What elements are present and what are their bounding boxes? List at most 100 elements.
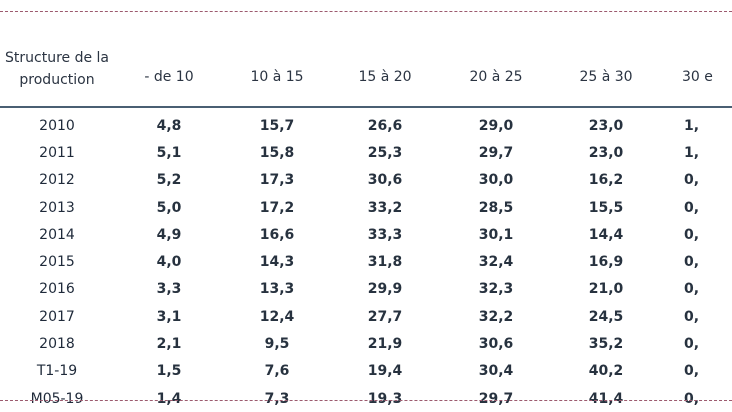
table-cell: 4,8	[156, 117, 182, 134]
table-row: M05-19 1,4 7,3 19,3 29,7 41,4 0,	[0, 385, 732, 412]
row-label: 2016	[39, 281, 75, 298]
table-cell: 2,1	[156, 336, 182, 353]
table-cell: 15,5	[588, 199, 624, 216]
table-cell: 40,2	[588, 363, 624, 380]
table-cell: 1,	[684, 117, 700, 134]
table-cell: 0,	[684, 308, 700, 325]
table-cell: 24,5	[588, 308, 624, 325]
row-label: 2013	[39, 199, 75, 216]
table-cell: 1,	[684, 144, 700, 161]
table-cell: 13,3	[259, 281, 295, 298]
row-label: 2011	[39, 144, 75, 161]
row-label: 2015	[39, 254, 75, 271]
table-cell: 5,0	[156, 199, 182, 216]
table-cell: 0,	[684, 390, 700, 407]
table-cell: 17,2	[259, 199, 295, 216]
table-cell: 32,4	[478, 254, 514, 271]
table-cell: 14,4	[588, 226, 624, 243]
production-structure-table-container: Structure de la production - de 10 10 à …	[0, 30, 732, 412]
table-cell: 15,8	[259, 144, 295, 161]
table-cell: 30,1	[478, 226, 514, 243]
table-cell: 0,	[684, 336, 700, 353]
table-cell: 21,9	[367, 336, 403, 353]
table-cell: 3,3	[156, 281, 182, 298]
table-cell: 33,3	[367, 226, 403, 243]
table-cell: 29,0	[478, 117, 514, 134]
table-cell: 41,4	[588, 390, 624, 407]
row-label: 2012	[39, 172, 75, 189]
table-cell: 30,0	[478, 172, 514, 189]
table-cell: 4,9	[156, 226, 182, 243]
table-cell: 7,6	[264, 363, 290, 380]
table-cell: 29,7	[478, 144, 514, 161]
table-cell: 0,	[684, 226, 700, 243]
header-label-line-2: production	[19, 72, 95, 88]
table-cell: 31,8	[367, 254, 403, 271]
table-cell: 16,9	[588, 254, 624, 271]
column-header: 20 à 25	[440, 30, 552, 108]
table-row: 2010 4,8 15,7 26,6 29,0 23,0 1,	[0, 107, 732, 139]
table-cell: 4,0	[156, 254, 182, 271]
table-cell: 29,9	[367, 281, 403, 298]
header-row-label: Structure de la production	[0, 30, 114, 108]
row-label: 2017	[39, 308, 75, 325]
row-label: 2014	[39, 226, 75, 243]
table-header: Structure de la production - de 10 10 à …	[0, 30, 732, 108]
top-dashed-border	[0, 11, 732, 12]
production-structure-table: Structure de la production - de 10 10 à …	[0, 30, 732, 412]
table-cell: 23,0	[588, 144, 624, 161]
table-cell: 19,4	[367, 363, 403, 380]
table-cell: 30,6	[478, 336, 514, 353]
column-header: 15 à 20	[330, 30, 440, 108]
table-row: T1-19 1,5 7,6 19,4 30,4 40,2 0,	[0, 358, 732, 385]
bottom-dashed-border	[0, 400, 732, 401]
table-cell: 0,	[684, 254, 700, 271]
table-cell: 5,2	[156, 172, 182, 189]
table-cell: 30,6	[367, 172, 403, 189]
table-cell: 26,6	[367, 117, 403, 134]
column-header: - de 10	[114, 30, 224, 108]
table-cell: 21,0	[588, 281, 624, 298]
table-cell: 32,2	[478, 308, 514, 325]
table-cell: 16,2	[588, 172, 624, 189]
table-row: 2014 4,9 16,6 33,3 30,1 14,4 0,	[0, 221, 732, 248]
table-cell: 29,7	[478, 390, 514, 407]
table-cell: 12,4	[259, 308, 295, 325]
table-cell: 27,7	[367, 308, 403, 325]
table-row: 2017 3,1 12,4 27,7 32,2 24,5 0,	[0, 303, 732, 330]
table-row: 2016 3,3 13,3 29,9 32,3 21,0 0,	[0, 276, 732, 303]
table-cell: 23,0	[588, 117, 624, 134]
table-cell: 1,4	[156, 390, 182, 407]
table-row: 2015 4,0 14,3 31,8 32,4 16,9 0,	[0, 248, 732, 275]
row-label: 2010	[39, 117, 75, 134]
table-cell: 15,7	[259, 117, 295, 134]
column-header: 30 e	[660, 30, 732, 108]
table-row: 2012 5,2 17,3 30,6 30,0 16,2 0,	[0, 167, 732, 194]
table-cell: 0,	[684, 281, 700, 298]
row-label: 2018	[39, 336, 75, 353]
table-cell: 35,2	[588, 336, 624, 353]
row-label: T1-19	[36, 363, 78, 380]
table-cell: 32,3	[478, 281, 514, 298]
header-label-line-1: Structure de la	[5, 50, 109, 66]
table-cell: 0,	[684, 199, 700, 216]
header-row: Structure de la production - de 10 10 à …	[0, 30, 732, 108]
row-label: M05-19	[30, 390, 84, 407]
table-cell: 9,5	[264, 336, 290, 353]
column-header: 10 à 15	[224, 30, 330, 108]
table-cell: 0,	[684, 363, 700, 380]
table-cell: 3,1	[156, 308, 182, 325]
table-row: 2011 5,1 15,8 25,3 29,7 23,0 1,	[0, 139, 732, 166]
table-cell: 28,5	[478, 199, 514, 216]
table-cell: 16,6	[259, 226, 295, 243]
table-row: 2013 5,0 17,2 33,2 28,5 15,5 0,	[0, 194, 732, 221]
table-row: 2018 2,1 9,5 21,9 30,6 35,2 0,	[0, 330, 732, 357]
table-cell: 25,3	[367, 144, 403, 161]
table-body: 2010 4,8 15,7 26,6 29,0 23,0 1, 2011 5,1 15,8 25,3…	[0, 107, 732, 412]
table-cell: 17,3	[259, 172, 295, 189]
table-cell: 19,3	[367, 390, 403, 407]
table-cell: 30,4	[478, 363, 514, 380]
table-cell: 5,1	[156, 144, 182, 161]
table-cell: 7,3	[264, 390, 290, 407]
table-cell: 14,3	[259, 254, 295, 271]
